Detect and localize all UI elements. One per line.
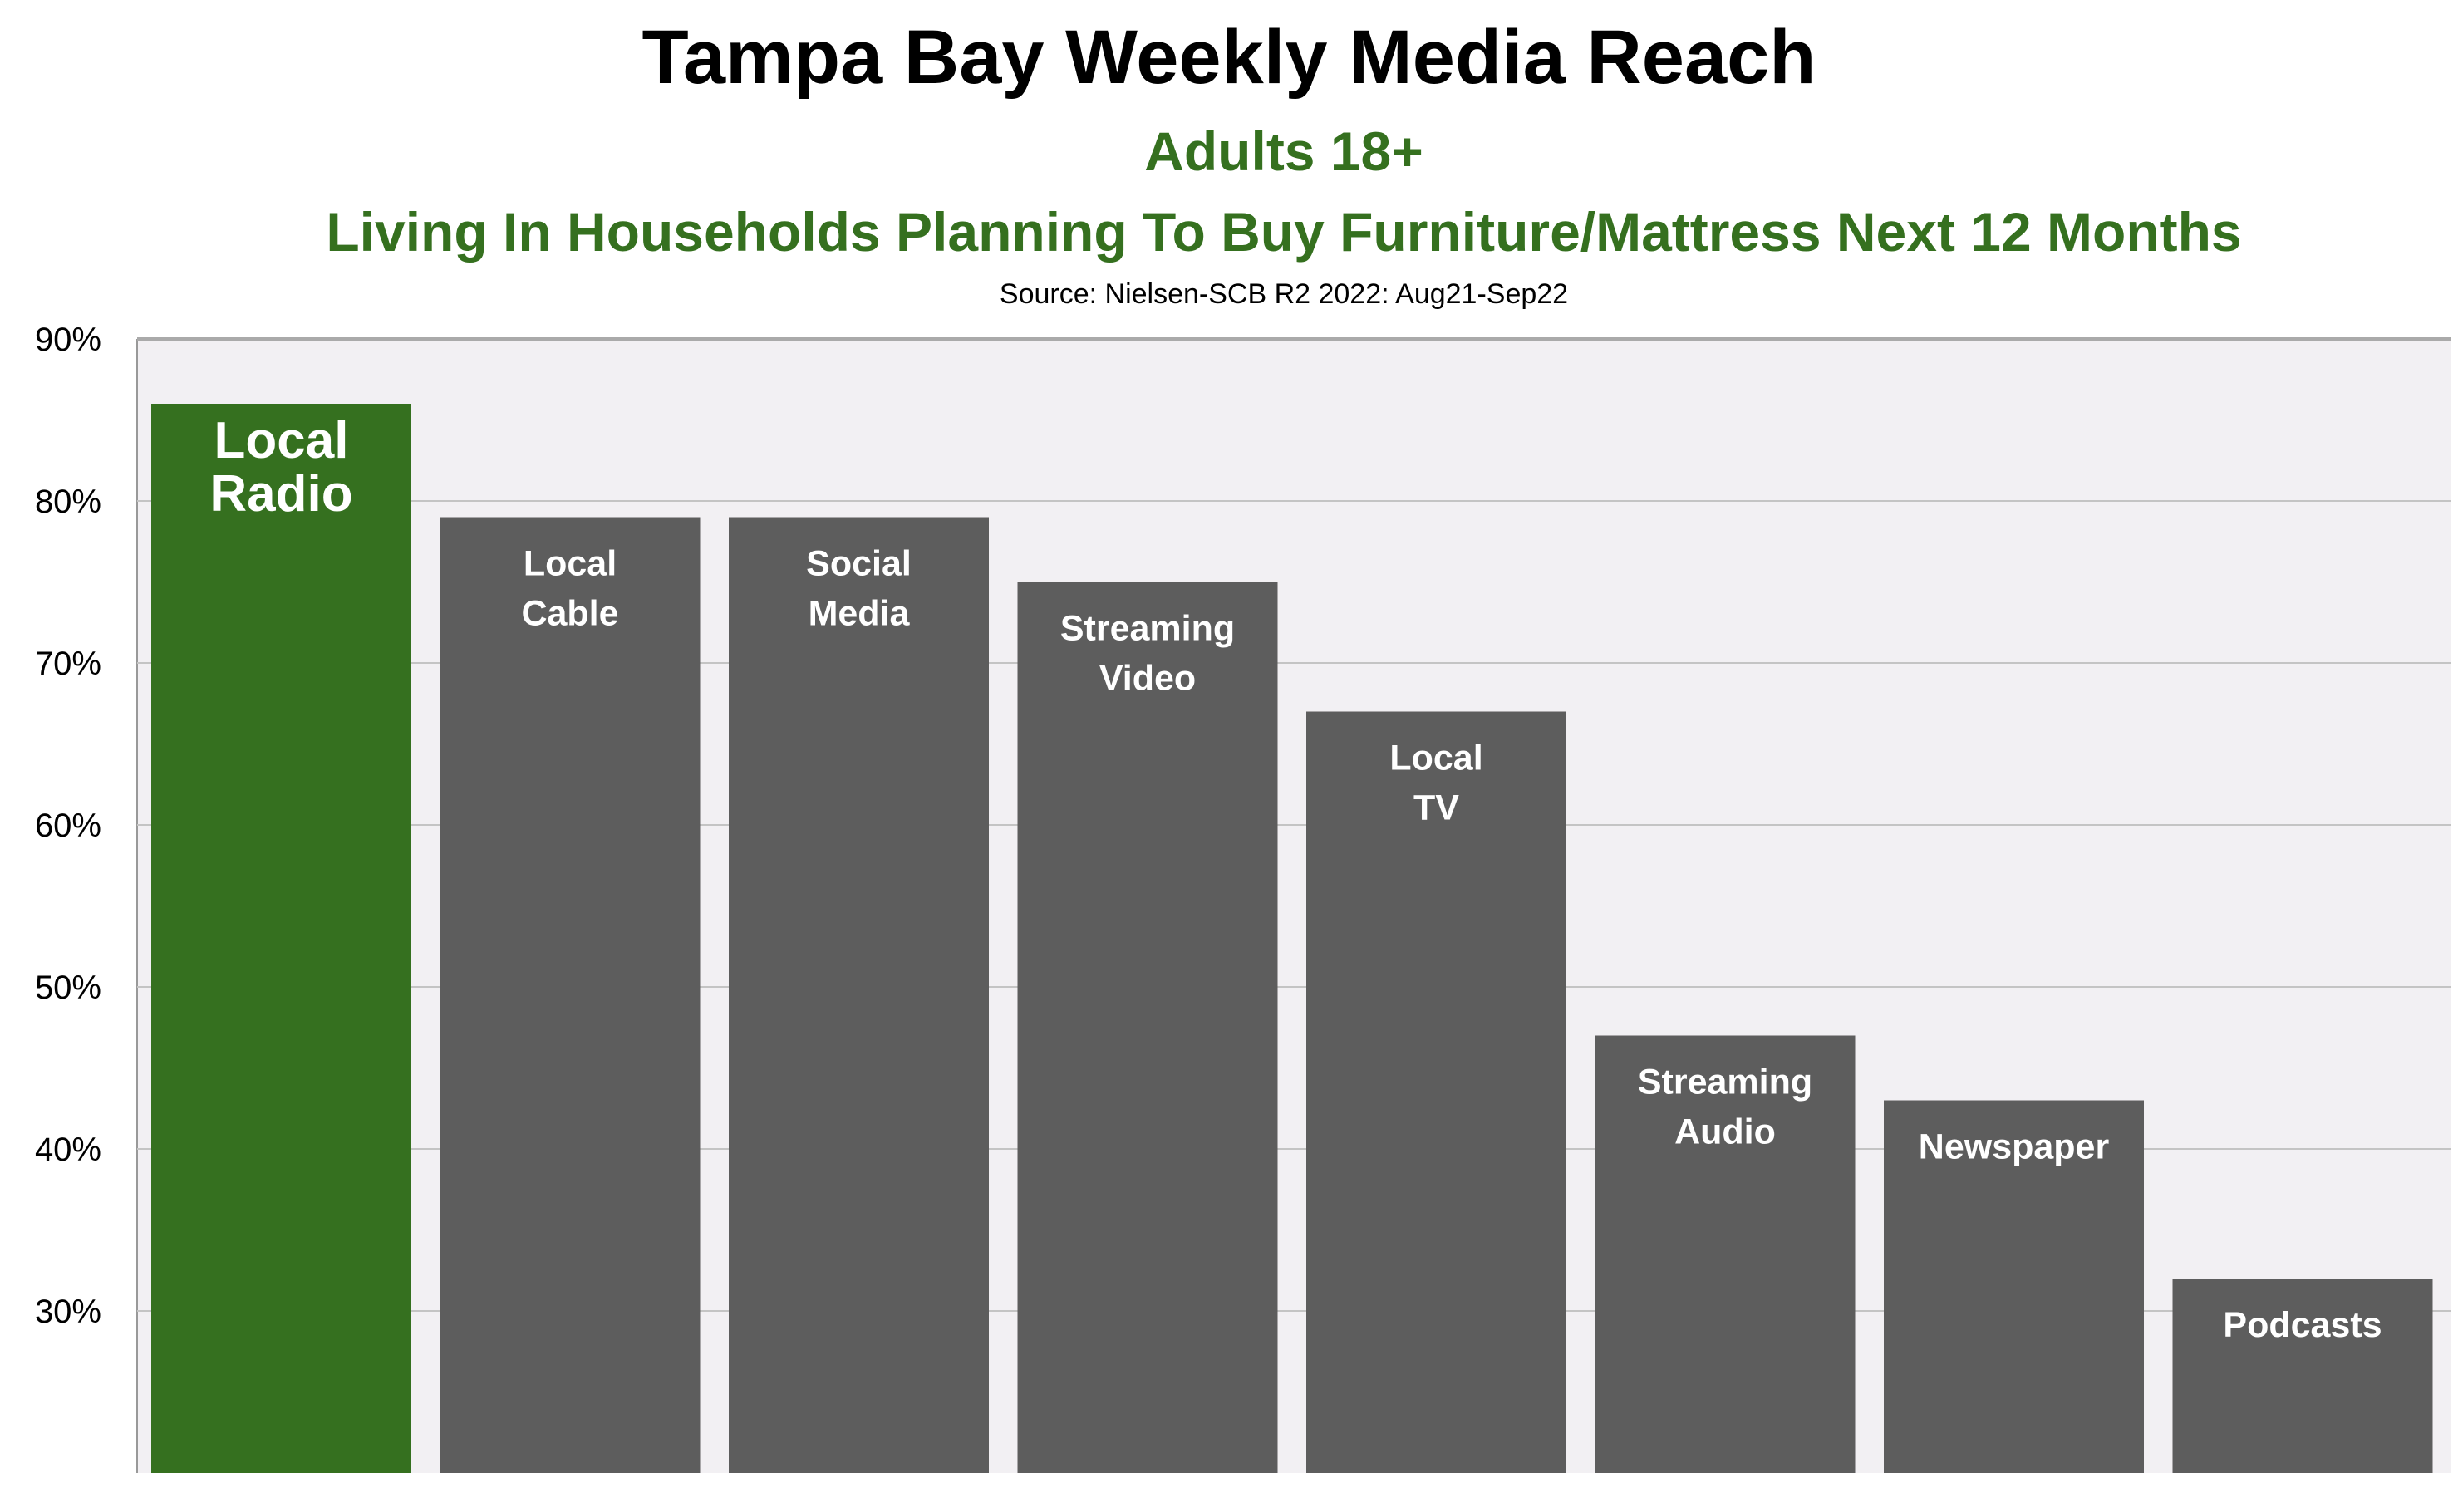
bar-label: Streaming [1638, 1063, 1812, 1102]
y-tick-label: 40% [35, 1132, 101, 1168]
chart-source: Source: Nielsen-SCB R2 2022: Aug21-Sep22 [1000, 278, 1568, 310]
y-tick-label: 70% [35, 646, 101, 682]
bar-label: Local [214, 412, 349, 469]
chart-title: Tampa Bay Weekly Media Reach [642, 15, 1816, 100]
chart-subtitle-2: Living In Households Planning To Buy Fur… [326, 201, 2241, 263]
y-tick-label: 60% [35, 808, 101, 844]
bar-label: Media [809, 594, 911, 634]
bar-label: Streaming [1060, 609, 1235, 649]
bar [151, 404, 411, 1473]
bar-label: Local [524, 544, 617, 584]
bar [729, 517, 989, 1473]
bar-label: Newspaper [1919, 1127, 2110, 1167]
bar-label: TV [1413, 788, 1459, 828]
bar [440, 517, 701, 1473]
bar-label: Cable [521, 594, 618, 634]
bar [1884, 1100, 2144, 1473]
bar-label: Radio [209, 465, 352, 523]
y-tick-label: 50% [35, 970, 101, 1006]
bar-label: Local [1389, 739, 1482, 778]
bar [1017, 582, 1278, 1473]
bar [2172, 1279, 2433, 1473]
y-tick-label: 80% [35, 484, 101, 520]
bar-label: Podcasts [2223, 1305, 2382, 1345]
bar-label: Video [1099, 659, 1196, 699]
y-tick-label: 30% [35, 1294, 101, 1330]
chart-subtitle: Adults 18+ [1144, 120, 1423, 182]
bar [1595, 1035, 1856, 1473]
bar [1306, 711, 1566, 1473]
bar-label: Social [806, 544, 912, 584]
bar-label: Audio [1674, 1112, 1776, 1152]
y-tick-label: 90% [35, 322, 101, 358]
